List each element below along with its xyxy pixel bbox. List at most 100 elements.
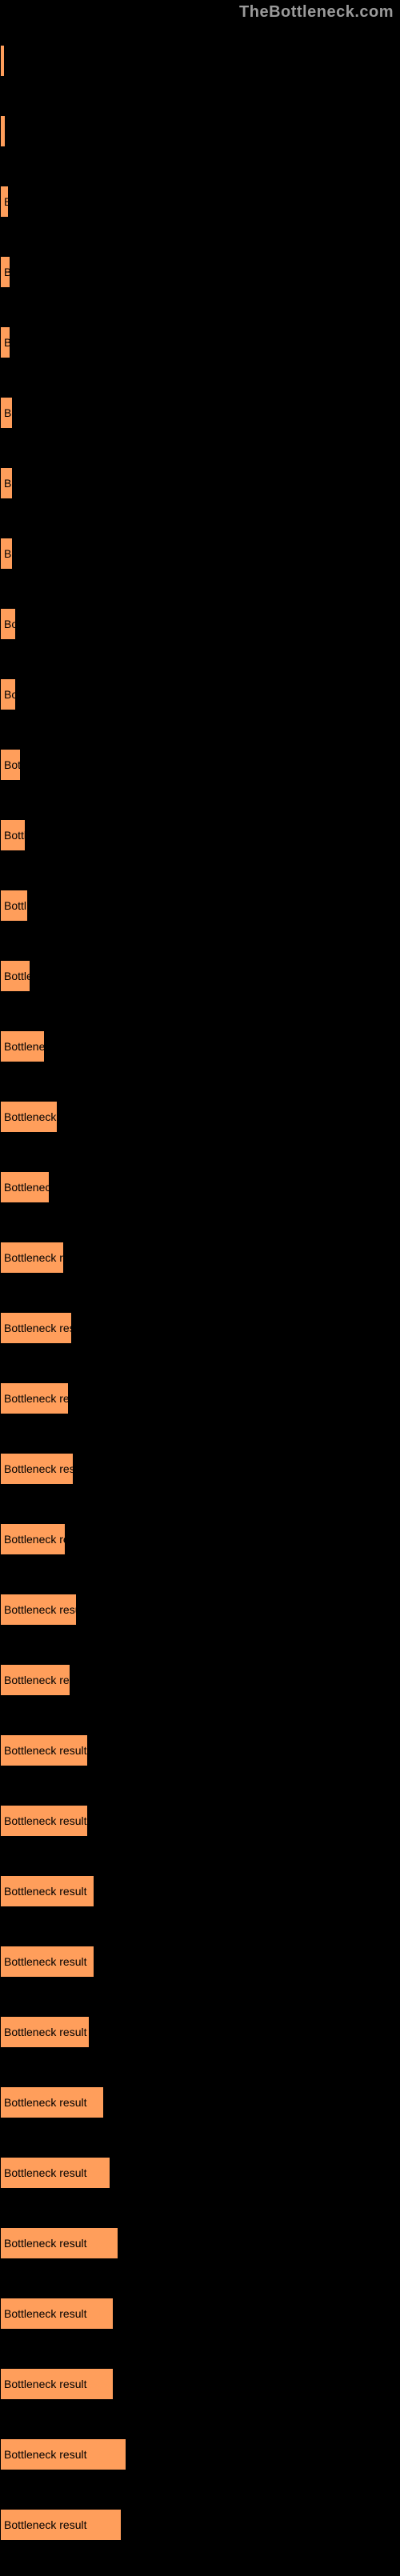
chart-bar: B xyxy=(0,538,13,570)
chart-row: Bottleneck result xyxy=(0,2349,400,2419)
chart-bar-label: Bottleneck result xyxy=(4,2378,87,2390)
chart-row: Bottleneck re xyxy=(0,1082,400,1152)
chart-bar: B xyxy=(0,256,10,288)
chart-bar-label: Bottle xyxy=(4,970,30,982)
chart-bar-label: Bottleneck result xyxy=(4,1462,74,1475)
chart-bar-label: Bo xyxy=(4,618,16,630)
chart-row: Bottleneck result xyxy=(0,1856,400,1926)
chart-bar: Bottleneck re xyxy=(0,1523,66,1555)
chart-row: B xyxy=(0,518,400,589)
chart-bar: Bottl xyxy=(0,890,28,922)
chart-bar: Bottleneck xyxy=(0,1171,50,1203)
chart-row xyxy=(0,96,400,166)
chart-bar-label: Bottleneck result xyxy=(4,1814,87,1827)
chart-bar: Bo xyxy=(0,608,16,640)
chart-bar-label: B xyxy=(4,336,10,349)
chart-row: Bottleneck resu xyxy=(0,1222,400,1293)
chart-row: Bottleneck result xyxy=(0,2138,400,2208)
chart-bar-label: Bottleneck xyxy=(4,1181,50,1194)
chart-bar: Bottleneck result xyxy=(0,1805,88,1837)
chart-bar-label: B xyxy=(4,266,10,278)
chart-row: Bottleneck result xyxy=(0,1434,400,1504)
chart-bar-label: Bottleneck result xyxy=(4,1955,87,1968)
chart-bar: Bottleneck result xyxy=(0,1312,72,1344)
chart-row: Bo xyxy=(0,659,400,730)
watermark-text: TheBottleneck.com xyxy=(239,3,394,22)
chart-bar: Bottleneck result xyxy=(0,1946,94,1978)
chart-bar-label: Bottleneck re xyxy=(4,1533,66,1546)
chart-bar-label: B xyxy=(4,547,11,560)
chart-bar: Bottle xyxy=(0,960,30,992)
chart-bar-label: Bottleneck resul xyxy=(4,1674,70,1686)
chart-bar-label: Bottleneck re xyxy=(4,1110,58,1123)
chart-bar: Bot xyxy=(0,749,21,781)
chart-bar-label: B xyxy=(4,195,9,208)
chart-bar-label: Bottleneck result xyxy=(4,2448,87,2461)
chart-row: Bottleneck result xyxy=(0,1293,400,1363)
chart-row: Bottleneck result xyxy=(0,2278,400,2349)
chart-row: Bo xyxy=(0,378,400,448)
chart-bar-label: Bottleneck result xyxy=(4,1885,87,1898)
chart-row: Bottleneck result xyxy=(0,2208,400,2278)
chart-bar-label: Bottleneck result xyxy=(4,2096,87,2109)
chart-bar-label: Bottleneck result xyxy=(4,1744,87,1757)
chart-bar-label: Bottl xyxy=(4,829,26,842)
chart-bar: Bo xyxy=(0,678,16,710)
chart-bar-label: Bot xyxy=(4,758,21,771)
chart-bar: Bottleneck re xyxy=(0,1101,58,1133)
chart-bar: Bottleneck result xyxy=(0,1734,88,1766)
bottleneck-bar-chart: B B B Bo B B Bo Bo Bot Bottl Bottl Bottle Bottlenec B… xyxy=(0,0,400,2576)
chart-bar-label: Bottleneck result xyxy=(4,2518,87,2531)
chart-bar: Bottleneck result xyxy=(0,2157,110,2189)
chart-row: Bottleneck re xyxy=(0,1504,400,1574)
chart-bar-label: Bottleneck resu xyxy=(4,1251,64,1264)
chart-row: Bottleneck result xyxy=(0,1715,400,1786)
chart-bar-label: Bottleneck result xyxy=(4,1322,72,1334)
chart-row: Bottleneck resul xyxy=(0,1645,400,1715)
chart-bar: Bottleneck result xyxy=(0,2298,114,2330)
chart-bar-label: Bottleneck resu xyxy=(4,1392,69,1405)
chart-bar: Bottleneck result xyxy=(0,2438,126,2470)
chart-bar: Bottleneck result xyxy=(0,2368,114,2400)
chart-row: Bo xyxy=(0,589,400,659)
chart-bar: B xyxy=(0,186,9,218)
chart-bar: Bottleneck result xyxy=(0,2086,104,2118)
chart-row xyxy=(0,26,400,96)
chart-bar: Bottleneck result xyxy=(0,2016,90,2048)
chart-bar: Bottleneck resul xyxy=(0,1664,70,1696)
chart-row: Bottleneck result xyxy=(0,2490,400,2560)
chart-row: Bottleneck result xyxy=(0,1574,400,1645)
chart-bar: Bo xyxy=(0,397,13,429)
chart-bar: Bottleneck result xyxy=(0,2509,122,2541)
chart-row: Bottle xyxy=(0,941,400,1011)
chart-bar: Bottleneck result xyxy=(0,1453,74,1485)
chart-bar-label: B xyxy=(4,477,11,490)
chart-bar xyxy=(0,45,5,77)
chart-row: Bot xyxy=(0,730,400,800)
chart-row: Bottleneck result xyxy=(0,1926,400,1997)
chart-bar: Bottleneck result xyxy=(0,1594,77,1626)
chart-bar: Bottl xyxy=(0,819,26,851)
chart-bar-label: Bottleneck result xyxy=(4,2166,87,2179)
chart-row: Bottl xyxy=(0,870,400,941)
chart-row: B xyxy=(0,166,400,237)
chart-bar-label: Bo xyxy=(4,406,13,419)
chart-bar: B xyxy=(0,326,10,358)
chart-row: Bottleneck resu xyxy=(0,1363,400,1434)
chart-row: Bottleneck result xyxy=(0,2419,400,2490)
chart-row: Bottlenec xyxy=(0,1011,400,1082)
chart-bar-label: Bottleneck result xyxy=(4,1603,77,1616)
chart-bar: Bottleneck resu xyxy=(0,1242,64,1274)
chart-row: Bottleneck result xyxy=(0,1997,400,2067)
chart-row: Bottl xyxy=(0,800,400,870)
chart-bar-label: Bottleneck result xyxy=(4,2237,87,2250)
chart-bar-label: Bottleneck result xyxy=(4,2026,87,2038)
chart-bar-label: Bottleneck result xyxy=(4,2307,87,2320)
chart-bar: Bottlenec xyxy=(0,1030,45,1062)
chart-row: Bottleneck result xyxy=(0,1786,400,1856)
chart-row: B xyxy=(0,237,400,307)
chart-bar-label: Bo xyxy=(4,688,16,701)
chart-bar: Bottleneck result xyxy=(0,1875,94,1907)
chart-row: B xyxy=(0,448,400,518)
chart-bar: Bottleneck resu xyxy=(0,1382,69,1414)
